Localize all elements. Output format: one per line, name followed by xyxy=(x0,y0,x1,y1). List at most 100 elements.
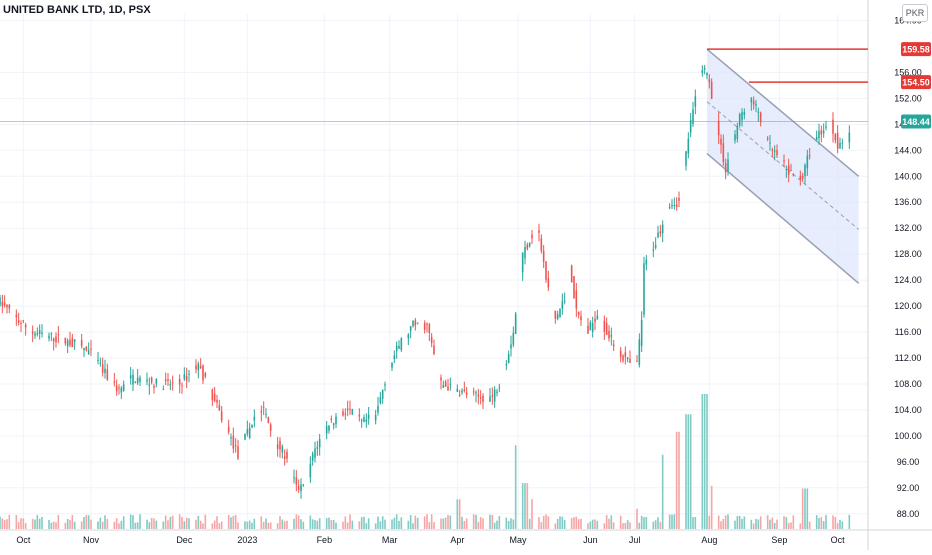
candle-body xyxy=(113,381,116,383)
volume-bar xyxy=(540,522,543,529)
volume-bar xyxy=(265,518,267,529)
volume-bar xyxy=(164,515,167,529)
volume-bar xyxy=(379,521,382,529)
candle-body xyxy=(750,98,753,103)
volume-bar xyxy=(83,516,85,529)
candle-body xyxy=(122,384,125,392)
candle-body xyxy=(0,297,1,305)
candle-body xyxy=(24,324,27,328)
candle-body xyxy=(580,316,582,321)
candle-body xyxy=(188,373,190,375)
volume-bar xyxy=(717,515,720,529)
volume-bar xyxy=(183,521,186,529)
candle-body xyxy=(269,424,272,432)
candle-body xyxy=(64,337,67,344)
candle-body xyxy=(510,344,512,349)
candle-body xyxy=(395,345,398,352)
candle-body xyxy=(57,334,60,336)
volume-bar xyxy=(848,514,851,529)
candle-body xyxy=(248,427,251,438)
candle-body xyxy=(276,444,279,449)
candle-body xyxy=(440,377,442,381)
candle-body xyxy=(626,358,629,360)
candle-body xyxy=(80,340,83,347)
candle-body xyxy=(839,142,841,149)
volume-bar xyxy=(629,522,631,529)
volume-bar xyxy=(400,517,403,529)
candle-body xyxy=(769,142,771,144)
candle-body xyxy=(766,137,769,139)
volume-bar xyxy=(722,518,725,529)
candle-body xyxy=(743,112,746,115)
volume-bar xyxy=(395,514,398,529)
volume-bar xyxy=(594,519,596,529)
candle-body xyxy=(251,424,253,428)
volume-bar xyxy=(85,514,88,529)
volume-bar xyxy=(659,521,662,529)
y-tick-label: 136.00 xyxy=(894,197,922,207)
volume-bar xyxy=(416,517,419,529)
x-tick-label: Oct xyxy=(16,535,31,545)
candle-body xyxy=(783,160,785,162)
volume-bar xyxy=(759,516,762,529)
volume-bar xyxy=(211,523,214,529)
volume-bar xyxy=(115,518,118,529)
candle-body xyxy=(430,336,433,343)
currency-selector[interactable]: PKR xyxy=(902,4,928,22)
candle-body xyxy=(246,429,249,435)
candle-body xyxy=(398,346,400,349)
volume-bar xyxy=(197,515,200,529)
volume-bar xyxy=(514,445,517,529)
candle-body xyxy=(83,348,85,350)
candle-body xyxy=(475,392,477,394)
candle-body xyxy=(227,427,230,433)
volume-bar xyxy=(169,516,172,529)
y-tick-label: 120.00 xyxy=(894,301,922,311)
candle-body xyxy=(559,309,561,318)
candle-body xyxy=(449,383,452,385)
candle-body xyxy=(297,485,300,491)
volume-bar xyxy=(671,514,673,529)
candle-body xyxy=(491,395,494,397)
candle-body xyxy=(365,419,368,422)
volume-bar xyxy=(561,516,564,529)
volume-bar xyxy=(589,521,592,529)
volume-bar xyxy=(248,520,251,529)
price-tag-box xyxy=(901,42,931,57)
volume-bar xyxy=(181,516,183,529)
volume-bar xyxy=(465,518,468,529)
volume-bar xyxy=(701,394,704,529)
candle-body xyxy=(456,388,459,392)
volume-bar xyxy=(150,517,153,529)
x-tick-label: Sep xyxy=(771,535,787,545)
volume-bar xyxy=(129,514,132,529)
volume-bar xyxy=(477,521,480,529)
candle-body xyxy=(342,411,344,416)
price-tag-label: 154.50 xyxy=(902,78,930,88)
x-tick-label: Dec xyxy=(176,535,193,545)
candle-body xyxy=(17,320,20,323)
volume-bar xyxy=(706,394,708,529)
candle-body xyxy=(232,435,235,449)
volume-bar xyxy=(24,523,27,529)
candle-body xyxy=(52,338,55,342)
candle-body xyxy=(591,322,594,332)
volume-bar xyxy=(720,521,722,529)
x-tick-label: Feb xyxy=(317,535,333,545)
volume-bar xyxy=(297,515,300,529)
volume-bar xyxy=(367,518,370,529)
volume-bar xyxy=(302,521,305,529)
volume-bar xyxy=(556,518,559,529)
volume-bar xyxy=(34,519,36,529)
volume-bar xyxy=(178,514,181,529)
candle-body xyxy=(183,374,186,380)
candle-body xyxy=(73,339,76,342)
candle-body xyxy=(265,414,267,416)
volume-bar xyxy=(542,515,545,529)
volume-bar xyxy=(17,522,20,529)
candle-body xyxy=(22,320,25,322)
volume-bar xyxy=(736,516,739,529)
volume-bar xyxy=(673,514,676,529)
candle-body xyxy=(99,362,102,364)
volume-bar xyxy=(624,522,627,529)
